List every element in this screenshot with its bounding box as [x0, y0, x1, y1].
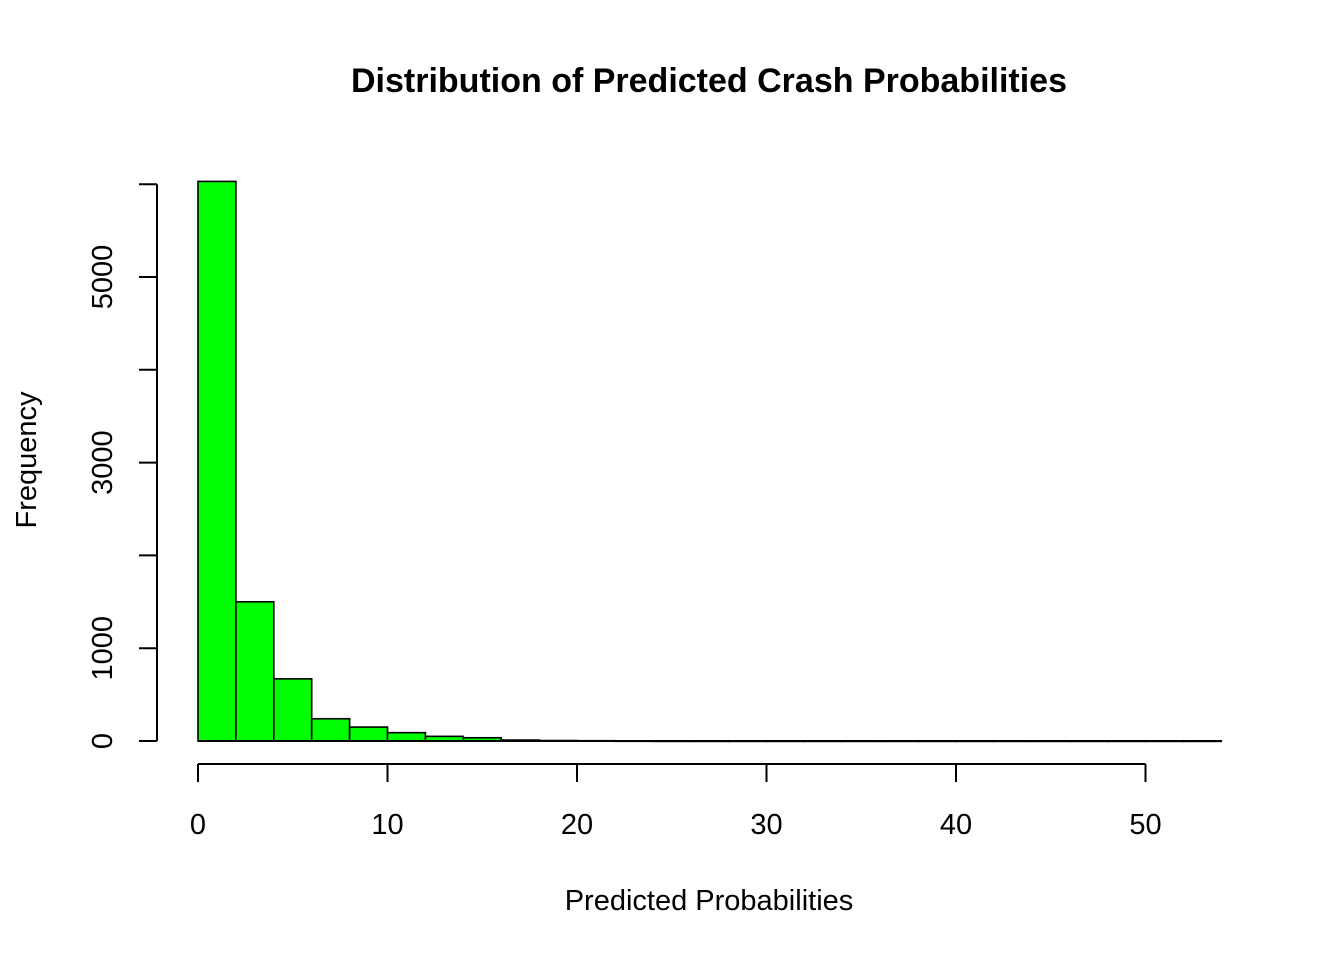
x-tick-label: 0 [190, 809, 206, 841]
histogram-bar [235, 600, 275, 742]
y-tick-label: 0 [87, 733, 119, 749]
x-axis-label: Predicted Probabilities [565, 885, 854, 917]
y-axis-label: Frequency [11, 391, 43, 529]
histogram-bar [197, 180, 237, 742]
histogram-bar [348, 726, 389, 742]
histogram-bar [310, 717, 351, 742]
y-axis-ticks: 0 1000 3000 5000 [87, 183, 157, 749]
x-tick-label: 40 [940, 809, 972, 841]
x-axis-ticks: 0 10 20 30 40 50 [190, 764, 1162, 841]
x-tick-label: 50 [1129, 809, 1161, 841]
y-tick-label: 5000 [87, 245, 119, 310]
histogram-bar [272, 678, 313, 742]
y-tick-label: 1000 [87, 616, 119, 681]
x-tick-label: 30 [750, 809, 782, 841]
y-tick-label: 3000 [87, 430, 119, 495]
histogram-bar [386, 731, 427, 742]
x-tick-label: 20 [561, 809, 593, 841]
x-tick-label: 10 [371, 809, 403, 841]
bars-group [197, 180, 1223, 743]
chart-title: Distribution of Predicted Crash Probabil… [351, 62, 1067, 100]
